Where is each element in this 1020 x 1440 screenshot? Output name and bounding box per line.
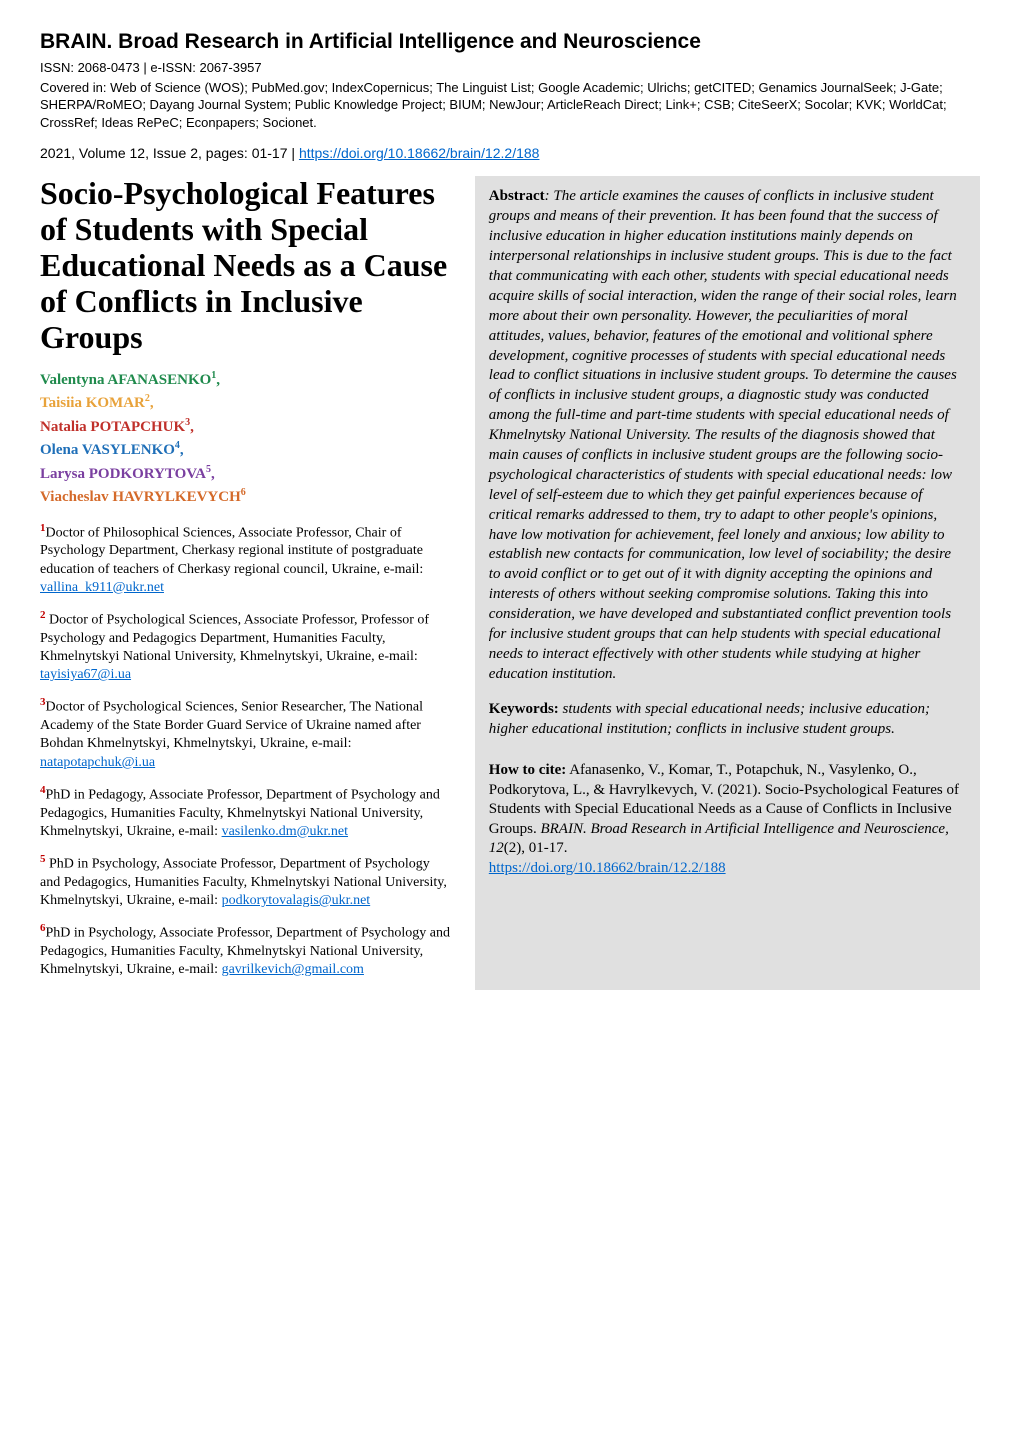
issn-line: ISSN: 2068-0473 | e-ISSN: 2067-3957 bbox=[40, 59, 980, 77]
affiliation-5: 5 PhD in Psychology, Associate Professor… bbox=[40, 852, 453, 910]
volume-line: 2021, Volume 12, Issue 2, pages: 01-17 |… bbox=[40, 144, 980, 163]
journal-title: BRAIN. Broad Research in Artificial Inte… bbox=[40, 28, 980, 56]
volume-text: 2021, Volume 12, Issue 2, pages: 01-17 | bbox=[40, 145, 299, 161]
author-2: Taisiia KOMAR2, bbox=[40, 391, 453, 415]
keywords-block: Keywords: students with special educatio… bbox=[489, 699, 966, 740]
abstract-text: : The article examines the causes of con… bbox=[489, 188, 957, 681]
cite-text-2: (2), 01-17. bbox=[504, 840, 568, 856]
affiliation-6: 6PhD in Psychology, Associate Professor,… bbox=[40, 921, 453, 979]
email-link[interactable]: vasilenko.dm@ukr.net bbox=[222, 824, 348, 839]
email-link[interactable]: tayisiya67@i.ua bbox=[40, 667, 131, 682]
aff-text: Doctor of Psychological Sciences, Associ… bbox=[40, 613, 429, 664]
doi-link[interactable]: https://doi.org/10.18662/brain/12.2/188 bbox=[299, 145, 540, 161]
article-title: Socio-Psychological Features of Students… bbox=[40, 176, 453, 355]
affiliation-4: 4PhD in Pedagogy, Associate Professor, D… bbox=[40, 783, 453, 841]
author-6: Viacheslav HAVRYLKEVYCH6 bbox=[40, 485, 453, 509]
aff-text: Doctor of Psychological Sciences, Senior… bbox=[40, 700, 423, 751]
header-block: BRAIN. Broad Research in Artificial Inte… bbox=[40, 28, 980, 162]
keywords-label: Keywords: bbox=[489, 701, 559, 717]
main-columns: Socio-Psychological Features of Students… bbox=[40, 176, 980, 990]
left-column: Socio-Psychological Features of Students… bbox=[40, 176, 453, 990]
aff-text: Doctor of Philosophical Sciences, Associ… bbox=[40, 525, 423, 576]
cite-label: How to cite: bbox=[489, 762, 566, 778]
author-1: Valentyna AFANASENKO1, bbox=[40, 368, 453, 392]
author-5: Larysa PODKORYTOVA5, bbox=[40, 462, 453, 486]
author-3: Natalia POTAPCHUK3, bbox=[40, 415, 453, 439]
email-link[interactable]: podkorytovalagis@ukr.net bbox=[222, 893, 371, 908]
covered-in: Covered in: Web of Science (WOS); PubMed… bbox=[40, 79, 980, 132]
author-4: Olena VASYLENKO4, bbox=[40, 438, 453, 462]
email-link[interactable]: vallina_k911@ukr.net bbox=[40, 580, 164, 595]
abstract-label: Abstract bbox=[489, 188, 545, 204]
cite-doi-link[interactable]: https://doi.org/10.18662/brain/12.2/188 bbox=[489, 860, 726, 876]
email-link[interactable]: natapotapchuk@i.ua bbox=[40, 755, 155, 770]
authors-block: Valentyna AFANASENKO1, Taisiia KOMAR2, N… bbox=[40, 368, 453, 509]
cite-block: How to cite: Afanasenko, V., Komar, T., … bbox=[489, 761, 966, 878]
affiliation-3: 3Doctor of Psychological Sciences, Senio… bbox=[40, 695, 453, 771]
right-column: Abstract: The article examines the cause… bbox=[475, 176, 980, 990]
email-link[interactable]: gavrilkevich@gmail.com bbox=[222, 962, 364, 977]
affiliation-2: 2 Doctor of Psychological Sciences, Asso… bbox=[40, 608, 453, 684]
abstract-block: Abstract: The article examines the cause… bbox=[489, 186, 966, 684]
affiliation-1: 1Doctor of Philosophical Sciences, Assoc… bbox=[40, 521, 453, 597]
